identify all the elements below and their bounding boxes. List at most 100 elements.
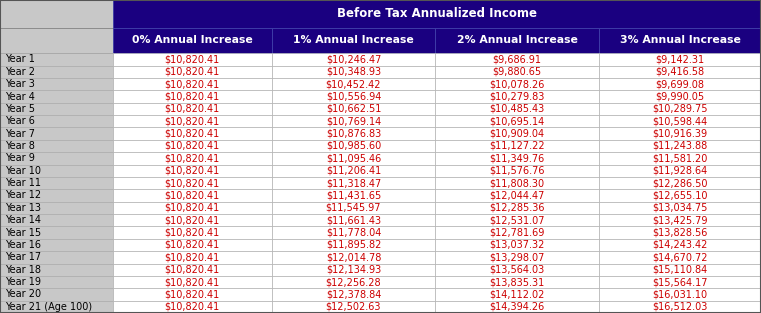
Text: Year 15: Year 15 (5, 228, 40, 238)
Text: $10,820.41: $10,820.41 (164, 67, 220, 77)
Text: Year 13: Year 13 (5, 203, 40, 213)
Text: 2% Annual Increase: 2% Annual Increase (457, 35, 578, 45)
Bar (435, 78, 599, 90)
Text: $12,531.07: $12,531.07 (489, 215, 545, 225)
Text: Year 16: Year 16 (5, 240, 40, 250)
Text: Year 10: Year 10 (5, 166, 40, 176)
Text: Before Tax Annualized Income: Before Tax Annualized Income (337, 7, 537, 20)
Text: $11,243.88: $11,243.88 (652, 141, 708, 151)
Bar (113, 0, 761, 28)
Text: $11,808.30: $11,808.30 (489, 178, 545, 188)
Text: $10,820.41: $10,820.41 (164, 153, 220, 163)
Text: Year 7: Year 7 (5, 129, 34, 139)
Text: Year 1: Year 1 (5, 54, 34, 64)
Bar (113, 214, 272, 226)
Text: Year 6: Year 6 (5, 116, 34, 126)
Text: Year 11: Year 11 (5, 178, 40, 188)
Bar (272, 66, 435, 78)
Bar (113, 288, 272, 300)
Bar (272, 103, 435, 115)
Text: $10,820.41: $10,820.41 (164, 203, 220, 213)
Bar (0, 115, 113, 127)
Text: Year 14: Year 14 (5, 215, 40, 225)
Text: $10,820.41: $10,820.41 (164, 104, 220, 114)
Text: $12,285.36: $12,285.36 (489, 203, 545, 213)
Bar (272, 202, 435, 214)
Bar (599, 115, 761, 127)
Text: $10,769.14: $10,769.14 (326, 116, 381, 126)
Text: $10,598.44: $10,598.44 (652, 116, 708, 126)
Text: $10,876.83: $10,876.83 (326, 129, 381, 139)
Bar (435, 264, 599, 276)
Text: $11,928.64: $11,928.64 (652, 166, 708, 176)
Text: $13,828.56: $13,828.56 (652, 228, 708, 238)
Bar (0, 28, 113, 53)
Bar (0, 103, 113, 115)
Text: $13,037.32: $13,037.32 (489, 240, 545, 250)
Text: $10,820.41: $10,820.41 (164, 178, 220, 188)
Bar (272, 189, 435, 202)
Bar (113, 239, 272, 251)
Bar (272, 28, 435, 53)
Text: $13,425.79: $13,425.79 (652, 215, 708, 225)
Bar (272, 300, 435, 313)
Text: $12,286.50: $12,286.50 (652, 178, 708, 188)
Bar (0, 53, 113, 66)
Bar (435, 140, 599, 152)
Text: $10,820.41: $10,820.41 (164, 228, 220, 238)
Bar (599, 127, 761, 140)
Bar (599, 165, 761, 177)
Bar (435, 276, 599, 288)
Text: $9,142.31: $9,142.31 (655, 54, 705, 64)
Bar (272, 90, 435, 103)
Bar (0, 276, 113, 288)
Bar (599, 239, 761, 251)
Bar (272, 152, 435, 165)
Text: $10,820.41: $10,820.41 (164, 215, 220, 225)
Bar (599, 140, 761, 152)
Bar (0, 177, 113, 189)
Text: $9,699.08: $9,699.08 (655, 79, 705, 89)
Bar (599, 202, 761, 214)
Bar (113, 251, 272, 264)
Bar (0, 165, 113, 177)
Bar (272, 165, 435, 177)
Bar (113, 78, 272, 90)
Bar (113, 202, 272, 214)
Bar (0, 202, 113, 214)
Text: $12,134.93: $12,134.93 (326, 265, 381, 275)
Text: $10,820.41: $10,820.41 (164, 302, 220, 312)
Text: $10,695.14: $10,695.14 (489, 116, 545, 126)
Text: Year 12: Year 12 (5, 191, 40, 200)
Text: $14,394.26: $14,394.26 (489, 302, 545, 312)
Bar (599, 276, 761, 288)
Text: $16,512.03: $16,512.03 (652, 302, 708, 312)
Bar (599, 66, 761, 78)
Bar (272, 239, 435, 251)
Text: $9,416.58: $9,416.58 (655, 67, 705, 77)
Bar (113, 276, 272, 288)
Text: Year 8: Year 8 (5, 141, 34, 151)
Text: $12,781.69: $12,781.69 (489, 228, 545, 238)
Bar (272, 226, 435, 239)
Text: $11,318.47: $11,318.47 (326, 178, 381, 188)
Text: $10,820.41: $10,820.41 (164, 141, 220, 151)
Bar (599, 300, 761, 313)
Bar (113, 28, 272, 53)
Text: $10,348.93: $10,348.93 (326, 67, 381, 77)
Bar (0, 239, 113, 251)
Text: $12,256.28: $12,256.28 (326, 277, 381, 287)
Bar (599, 251, 761, 264)
Text: $13,034.75: $13,034.75 (652, 203, 708, 213)
Text: $10,820.41: $10,820.41 (164, 290, 220, 300)
Bar (435, 115, 599, 127)
Bar (0, 264, 113, 276)
Bar (435, 214, 599, 226)
Text: $12,378.84: $12,378.84 (326, 290, 381, 300)
Text: $11,895.82: $11,895.82 (326, 240, 381, 250)
Text: $13,564.03: $13,564.03 (489, 265, 545, 275)
Text: $15,110.84: $15,110.84 (652, 265, 708, 275)
Bar (435, 239, 599, 251)
Bar (272, 177, 435, 189)
Bar (272, 276, 435, 288)
